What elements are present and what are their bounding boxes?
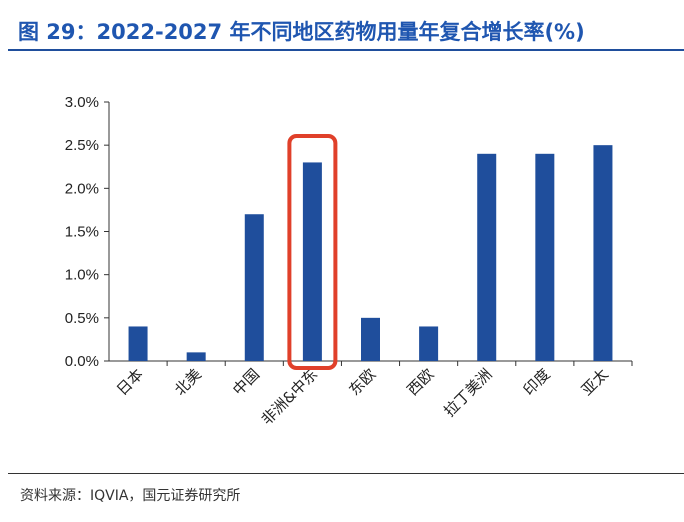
- bar-chart: 0.0% 0.5% 1.0% 1.5% 2.0% 2.5% 3.0% 日本 北美 中国非洲&中东东…: [65, 94, 633, 429]
- title-divider: [8, 49, 684, 51]
- x-category-label: 拉丁美洲: [440, 365, 495, 420]
- y-tick-label: 0.5%: [65, 310, 99, 327]
- bar: [593, 145, 613, 361]
- bar: [128, 326, 148, 361]
- x-category-label: 西欧: [403, 365, 437, 399]
- bar: [419, 326, 439, 361]
- source-divider: [8, 473, 684, 474]
- y-tick-label: 2.0%: [65, 180, 99, 197]
- bar: [302, 162, 322, 361]
- chart-title: 图 29：2022-2027 年不同地区药物用量年复合增长率(%): [18, 20, 585, 44]
- x-category-label: 北美: [171, 365, 205, 399]
- y-tick-label: 1.0%: [65, 267, 99, 284]
- x-category-label: 印度: [520, 365, 554, 399]
- x-category-label: 亚太: [578, 365, 612, 399]
- source-note: 资料来源：IQVIA，国元证券研究所: [20, 488, 241, 504]
- x-category-label: 中国: [229, 365, 263, 399]
- bar: [477, 153, 497, 361]
- bar: [186, 352, 206, 361]
- x-category-label: 日本: [113, 365, 147, 399]
- bar: [244, 214, 264, 361]
- highlight-box: [287, 134, 338, 370]
- y-tick-label: 3.0%: [65, 94, 99, 111]
- bar: [361, 317, 380, 361]
- y-tick-label: 0.0%: [65, 353, 99, 370]
- x-category-label: 东欧: [345, 365, 379, 399]
- bar: [535, 153, 555, 361]
- y-tick-label: 1.5%: [65, 224, 99, 241]
- x-category-label: 非洲&中东: [258, 365, 321, 428]
- y-tick-label: 2.5%: [65, 137, 99, 154]
